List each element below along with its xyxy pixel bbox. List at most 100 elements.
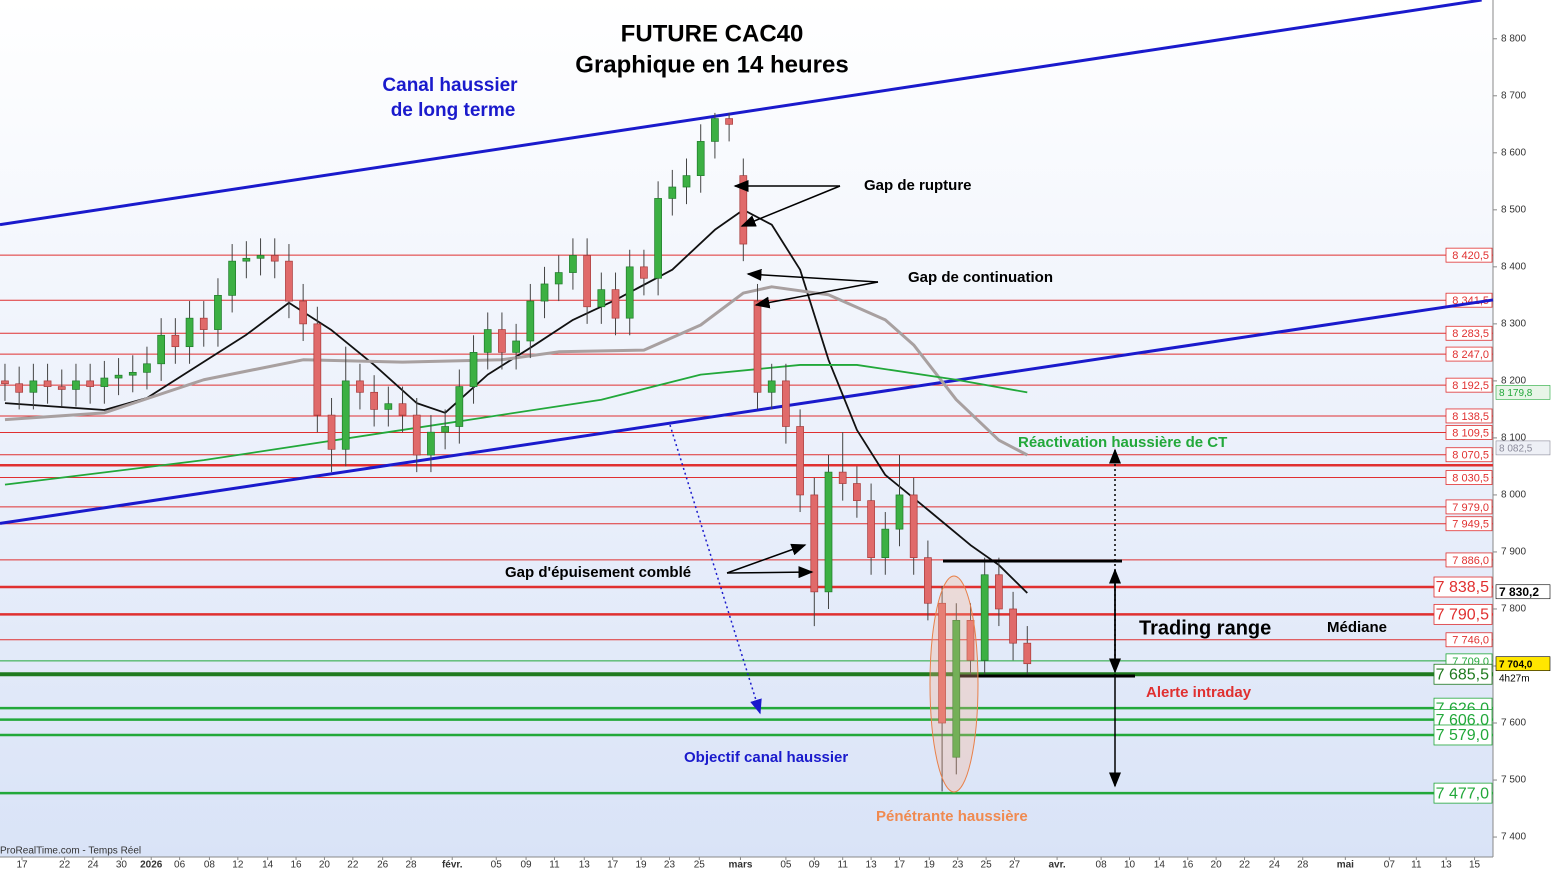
- y-tick-label: 8 800: [1501, 33, 1526, 44]
- level-label-box: [1433, 603, 1493, 625]
- candle-body: [483, 329, 492, 353]
- level-label: 7 746,0: [1452, 635, 1489, 647]
- candle-body: [1009, 608, 1017, 644]
- level-label: 7 477,0: [1436, 785, 1489, 802]
- x-tick-label: 07: [1384, 860, 1396, 871]
- candle-body: [57, 386, 66, 390]
- annotation: Gap de continuation: [908, 269, 1053, 286]
- level-label: 7 685,5: [1436, 666, 1489, 683]
- candle-body: [569, 255, 577, 273]
- level-label: 7 949,5: [1452, 519, 1489, 531]
- candle-body: [43, 380, 52, 387]
- candle-body: [15, 383, 24, 393]
- y-tick-label: 8 000: [1501, 490, 1526, 501]
- candle-body: [682, 175, 691, 188]
- y-tick-label: 8 400: [1501, 261, 1526, 272]
- candle-body: [938, 602, 946, 724]
- candle-body: [838, 471, 847, 484]
- y-tick-label: 8 300: [1501, 319, 1526, 330]
- source: ProRealTime.com - Temps Réel: [0, 846, 141, 857]
- x-tick-label: 30: [116, 860, 128, 871]
- plot-background: [0, 0, 1493, 857]
- x-tick-label: 19: [636, 860, 648, 871]
- level-label-box: [1433, 782, 1493, 804]
- axis-marker-box: [1495, 656, 1551, 672]
- candle-body: [867, 500, 875, 558]
- x-tick-label: 16: [290, 860, 302, 871]
- annotation: Alerte intraday: [1146, 684, 1252, 701]
- annotation: Gap de rupture: [864, 177, 972, 194]
- arrow: [726, 566, 814, 579]
- x-tick-label: 23: [664, 860, 676, 871]
- x-tick-label: 28: [405, 860, 417, 871]
- level-label-box: [1445, 425, 1493, 440]
- level-label: 7 886,0: [1452, 555, 1489, 567]
- x-tick-label: 10: [1124, 860, 1136, 871]
- level-label: 8 420,5: [1452, 250, 1489, 262]
- x-axis-background: [0, 857, 1551, 871]
- candle-body: [100, 377, 109, 387]
- candle-body: [72, 380, 80, 390]
- y-tick-label: 8 600: [1501, 147, 1526, 158]
- candle-body: [725, 118, 733, 125]
- y-tick-label: 7 400: [1501, 832, 1526, 843]
- level-label: 7 606,0: [1436, 712, 1489, 729]
- y-tick-label: 8 100: [1501, 433, 1526, 444]
- x-tick-label: 06: [174, 860, 186, 871]
- axis-marker-label: 7 830,2: [1499, 585, 1539, 599]
- candle-body: [696, 141, 705, 176]
- candle-body: [1023, 642, 1032, 665]
- level-label: 7 979,0: [1452, 502, 1489, 514]
- level-label-box: [1445, 447, 1493, 463]
- candle-body: [29, 380, 38, 393]
- axis-marker-label: 8 179,8: [1499, 388, 1533, 399]
- x-tick-label: 17: [894, 860, 906, 871]
- candle-body: [966, 620, 975, 661]
- candle-body: [895, 494, 904, 530]
- candle-body: [711, 118, 719, 142]
- candle-body: [824, 471, 833, 593]
- x-tick-label: 09: [521, 860, 533, 871]
- candle-body: [498, 329, 506, 353]
- candle-body: [313, 323, 322, 416]
- candle-body: [526, 300, 535, 342]
- countdown-box: [1496, 671, 1540, 685]
- candle-body: [1, 380, 9, 385]
- candle-body: [611, 289, 620, 319]
- countdown: 4h27m: [1499, 673, 1530, 684]
- arrow: [746, 268, 879, 283]
- x-tick-label: 16: [1182, 860, 1194, 871]
- moving-average: [4, 285, 1028, 457]
- candle-body: [469, 352, 478, 387]
- candle-body: [242, 257, 251, 262]
- x-tick-label: 25: [694, 860, 706, 871]
- x-tick-label: 13: [1441, 860, 1453, 871]
- level-label-box: [1445, 632, 1493, 648]
- x-tick-label: 22: [347, 860, 359, 871]
- y-tick-label: 8 500: [1501, 204, 1526, 215]
- x-tick-label: 20: [1211, 860, 1223, 871]
- y-tick-label: 7 500: [1501, 775, 1526, 786]
- annotations: [669, 180, 1135, 793]
- candle-body: [356, 380, 364, 393]
- candle-body: [654, 198, 662, 279]
- x-tick-label: 17: [16, 860, 28, 871]
- x-tick-label: 20: [319, 860, 331, 871]
- x-tick-label: 15: [1469, 860, 1481, 871]
- level-label: 7 790,5: [1436, 607, 1489, 624]
- annotation: Réactivation haussière de CT: [1018, 434, 1227, 451]
- candle-body: [370, 391, 378, 410]
- level-label: 8 030,5: [1452, 472, 1489, 484]
- y-tick-label: 7 600: [1501, 718, 1526, 729]
- chart-subtitle: Graphique en 14 heures: [575, 51, 848, 78]
- candle-body: [199, 317, 208, 330]
- candle-body: [881, 528, 890, 558]
- candle-body: [980, 574, 989, 661]
- x-tick-label: 11: [838, 860, 849, 871]
- candle-body: [782, 380, 790, 427]
- level-label: 8 283,5: [1452, 328, 1489, 340]
- x-tick-label: 17: [607, 860, 619, 871]
- candle-body: [256, 255, 265, 259]
- candle-body: [583, 255, 591, 308]
- y-tick-label: 8 700: [1501, 90, 1526, 101]
